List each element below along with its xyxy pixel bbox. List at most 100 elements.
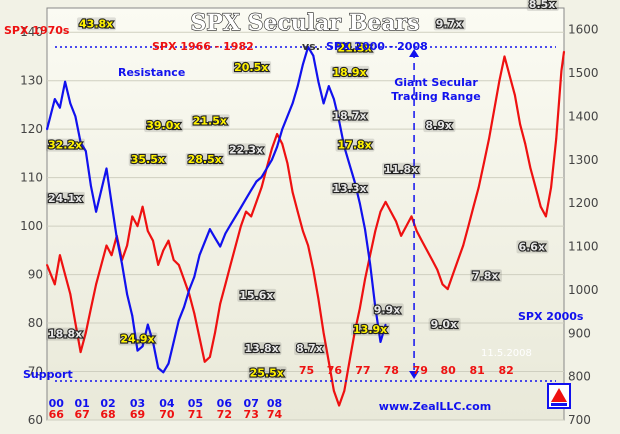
pe-label: 13.8x — [242, 341, 282, 356]
series-point — [333, 390, 335, 392]
series-point — [95, 283, 97, 286]
pe-label-text: 18.9x — [332, 66, 366, 79]
series-point — [240, 206, 242, 209]
year-label-2000s: 01 — [74, 397, 89, 410]
series-point — [198, 336, 201, 339]
series-point — [115, 237, 118, 239]
pe-label: 9.0x — [428, 317, 461, 332]
series-point — [327, 360, 330, 363]
series-point — [296, 210, 299, 213]
series-point — [307, 244, 309, 247]
series-point — [358, 307, 361, 310]
pe-label-bg — [433, 17, 466, 31]
series-point — [317, 297, 320, 300]
year-label-1970s: 68 — [100, 408, 115, 421]
series-point — [74, 115, 77, 118]
pe-label: 32.2x — [46, 137, 85, 153]
series-point — [74, 322, 77, 324]
website-link[interactable]: www.ZealLLC.com — [379, 400, 491, 413]
series-point — [100, 264, 103, 266]
series-point — [167, 239, 170, 242]
pe-label: 35.5x — [128, 152, 168, 167]
pe-label-bg — [77, 17, 117, 31]
subtitle-left: SPX 1966 - 1982 — [152, 40, 254, 53]
series-point — [539, 205, 542, 208]
series-point — [59, 106, 61, 109]
pe-label: 39.0x — [144, 118, 184, 133]
pe-label-bg — [335, 138, 375, 152]
series-point — [405, 225, 408, 228]
series-point — [110, 202, 113, 205]
series-point — [348, 360, 351, 363]
pe-label: 8.5x — [526, 0, 559, 12]
pe-label-bg — [428, 317, 461, 331]
year-label-1970s: 72 — [217, 408, 232, 421]
year-label-1970s: 82 — [498, 364, 513, 377]
pe-label: 25.5x — [247, 365, 287, 380]
series-point — [131, 215, 134, 218]
series-point — [265, 167, 268, 170]
pe-label-bg — [516, 240, 549, 254]
chart-title: SPX Secular Bears — [190, 10, 419, 36]
series-point — [214, 331, 216, 334]
series-point — [369, 263, 371, 265]
year-label-2000s: 03 — [130, 397, 145, 410]
series-point — [172, 341, 175, 343]
series-point — [53, 283, 56, 286]
year-label-2000s: 02 — [100, 397, 115, 410]
series-point — [431, 259, 434, 261]
series-point — [457, 259, 459, 261]
series-point — [152, 239, 154, 242]
series-point — [255, 180, 258, 183]
series-point — [152, 341, 154, 343]
series-point — [79, 141, 82, 144]
series-point — [338, 119, 340, 122]
series-point — [90, 307, 92, 310]
pe-label-bg — [46, 327, 85, 341]
series-point — [136, 225, 139, 228]
right-tick-label: 1400 — [568, 109, 599, 123]
series-point — [183, 278, 185, 281]
series-point — [255, 201, 258, 203]
series-point — [441, 283, 444, 286]
pe-label-bg — [144, 119, 184, 133]
pe-label-text: 11.8x — [384, 163, 418, 176]
year-label-2000s: 06 — [217, 397, 233, 410]
pe-label: 24.1x — [46, 191, 85, 206]
pe-label-text: 28.5x — [188, 153, 222, 166]
pe-label-text: 6.6x — [518, 240, 545, 253]
series-point — [203, 241, 206, 244]
series-point — [157, 367, 160, 369]
series-point — [364, 278, 366, 281]
series-point — [327, 85, 330, 87]
left-tick-label: 120 — [20, 122, 43, 136]
pe-label: 21.5x — [190, 113, 230, 128]
series-point — [121, 263, 123, 265]
pe-label-text: 43.8x — [79, 17, 113, 30]
pe-label-bg — [242, 342, 282, 356]
year-label-1970s: 80 — [441, 364, 457, 377]
pe-label-bg — [351, 322, 391, 336]
series-point — [193, 276, 196, 278]
series-point — [110, 254, 113, 257]
left-tick-label: 110 — [20, 171, 43, 185]
series-point — [410, 215, 413, 218]
pe-label: 8.9x — [423, 118, 456, 133]
series-point — [90, 184, 92, 187]
series-point — [146, 230, 149, 232]
pe-label-text: 8.7x — [296, 342, 323, 355]
pe-label: 43.8x — [77, 16, 117, 31]
year-label-1970s: 76 — [327, 364, 343, 377]
pe-label: 18.8x — [46, 327, 85, 342]
series-point — [84, 150, 87, 153]
series-point — [260, 186, 263, 189]
series-point — [467, 225, 470, 228]
pe-label-text: 13.9x — [353, 323, 387, 336]
year-label-1970s: 81 — [469, 364, 484, 377]
series-point — [493, 108, 496, 111]
series-point — [234, 244, 237, 247]
right-tick-label: 1100 — [568, 240, 599, 254]
pe-label-bg — [185, 153, 225, 167]
pe-label-text: 21.3x — [338, 42, 372, 55]
